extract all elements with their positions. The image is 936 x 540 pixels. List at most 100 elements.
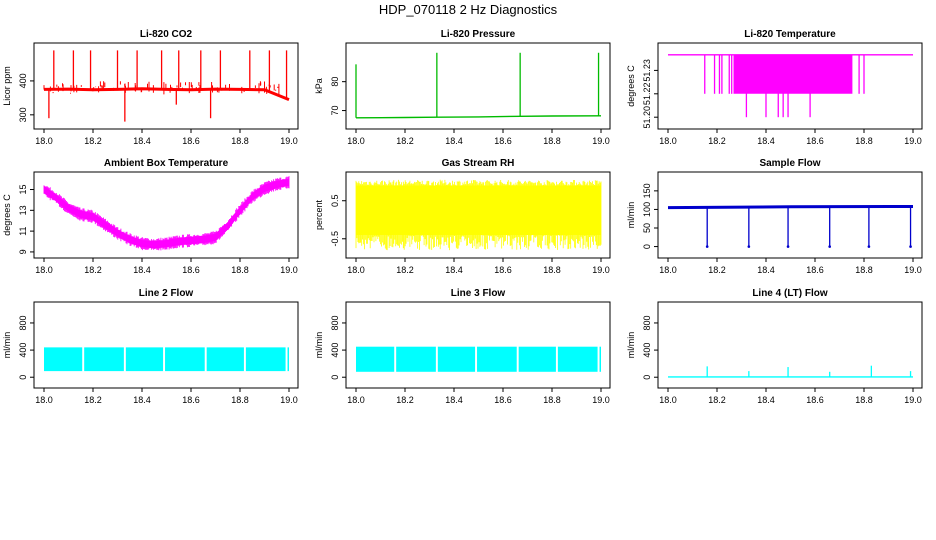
panel-line2_flow: Line 2 Flow ml/min 18.0 18.2 18.4 18.6 18.8 19.…	[2, 288, 299, 405]
x-tick-label: 18.2	[84, 265, 102, 275]
x-tick-label: 18.6	[182, 265, 200, 275]
y-axis-label: ml/min	[626, 332, 636, 359]
x-tick-label: 18.8	[855, 395, 873, 405]
x-tick-label: 18.4	[757, 395, 775, 405]
y-tick-label: 400	[330, 343, 340, 358]
x-tick-label: 18.0	[659, 265, 677, 275]
data-point	[747, 245, 751, 248]
x-tick-label: 19.0	[280, 265, 298, 275]
series-ambient_temp	[43, 176, 290, 251]
plot-frame	[33, 301, 299, 389]
data-noise	[43, 81, 280, 95]
data-band	[287, 347, 289, 372]
panel-pressure: Li-820 Pressure kPa 18.0 18.2 18.4 18.6 18.8 19…	[314, 29, 611, 146]
y-axis-label: Licor ppm	[2, 66, 12, 106]
data-line	[667, 205, 914, 210]
series-licor_temp	[668, 54, 913, 118]
x-tick-label: 18.4	[445, 395, 463, 405]
data-band	[84, 347, 124, 372]
panel-ambient_temp: Ambient Box Temperature degrees C 18.0 18.2…	[2, 158, 299, 275]
series-line4_flow	[668, 365, 913, 378]
panel-title: Li-820 Temperature	[744, 29, 836, 40]
x-tick-label: 18.0	[347, 136, 365, 146]
y-tick-label: 80	[330, 77, 340, 87]
panel-sample_flow: Sample Flow ml/min 18.0 18.2 18.4 18.6 18.8 19.…	[626, 158, 923, 275]
x-tick-label: 18.0	[347, 265, 365, 275]
x-tick-label: 18.8	[231, 395, 249, 405]
series-sample_flow	[667, 205, 914, 248]
x-tick-label: 18.2	[396, 136, 414, 146]
data-band	[245, 347, 286, 372]
plot-frame	[33, 171, 299, 259]
data-band	[44, 347, 83, 372]
plot-frame	[345, 42, 611, 130]
y-axis-label: ml/min	[626, 202, 636, 229]
x-tick-label: 18.4	[445, 265, 463, 275]
y-axis-label: degrees C	[2, 194, 12, 236]
data-band	[165, 347, 205, 372]
x-tick-label: 18.6	[182, 136, 200, 146]
x-tick-label: 18.0	[659, 136, 677, 146]
data-noise	[355, 179, 602, 251]
x-tick-label: 19.0	[280, 395, 298, 405]
panel-line3_flow: Line 3 Flow ml/min 18.0 18.2 18.4 18.6 18.8 19.…	[314, 288, 611, 405]
plot-frame	[33, 42, 299, 130]
y-tick-label: 51.23	[642, 59, 652, 82]
panel-title: Li-820 CO2	[140, 29, 193, 40]
x-tick-label: 18.6	[806, 395, 824, 405]
data-band	[518, 346, 556, 372]
x-tick-label: 19.0	[904, 136, 922, 146]
y-axis-label: kPa	[314, 78, 324, 94]
x-tick-label: 19.0	[904, 265, 922, 275]
x-tick-label: 18.4	[757, 265, 775, 275]
x-tick-label: 18.6	[494, 395, 512, 405]
y-tick-label: 9	[18, 249, 28, 254]
y-tick-label: 51.22	[642, 83, 652, 106]
series-line2_flow	[44, 347, 289, 372]
x-tick-label: 18.8	[231, 136, 249, 146]
data-point	[867, 245, 871, 248]
y-tick-label: 0.5	[330, 194, 340, 207]
x-tick-label: 18.4	[757, 136, 775, 146]
x-tick-label: 18.6	[182, 395, 200, 405]
x-tick-label: 18.0	[35, 136, 53, 146]
x-tick-label: 18.2	[84, 395, 102, 405]
y-tick-label: 11	[18, 226, 28, 235]
x-tick-label: 18.6	[806, 265, 824, 275]
x-tick-label: 18.8	[231, 265, 249, 275]
x-tick-label: 18.6	[806, 136, 824, 146]
x-tick-label: 18.4	[133, 265, 151, 275]
y-tick-label: 400	[642, 343, 652, 358]
y-tick-label: 0	[642, 244, 652, 249]
panel-gas_rh: Gas Stream RH percent 18.0 18.2 18.4 18.6 18.8…	[314, 158, 611, 275]
y-tick-label: 400	[18, 73, 28, 88]
x-tick-label: 18.8	[855, 136, 873, 146]
x-tick-label: 19.0	[904, 395, 922, 405]
plot-frame	[657, 171, 923, 259]
y-tick-label: 100	[642, 202, 652, 217]
y-tick-label: 0	[642, 375, 652, 380]
figure-title: HDP_070118 2 Hz Diagnostics	[379, 2, 558, 17]
x-tick-label: 18.0	[659, 395, 677, 405]
y-tick-label: 400	[18, 343, 28, 358]
x-tick-label: 18.4	[133, 136, 151, 146]
data-band	[356, 346, 395, 372]
x-tick-label: 18.4	[133, 395, 151, 405]
y-tick-label: -0.5	[330, 231, 340, 247]
panel-title: Gas Stream RH	[442, 158, 515, 169]
panel-licor_temp: Li-820 Temperature degrees C 18.0 18.2 18.4 1…	[626, 29, 923, 146]
x-tick-label: 18.2	[396, 265, 414, 275]
y-tick-label: 70	[330, 106, 340, 116]
series-pressure	[355, 52, 602, 119]
x-tick-label: 19.0	[592, 136, 610, 146]
y-tick-label: 51.20	[642, 106, 652, 129]
panel-co2: Li-820 CO2 Licor ppm 18.0 18.2 18.4 18.6 18.8 1…	[2, 29, 299, 146]
data-point	[909, 245, 912, 248]
y-tick-label: 800	[642, 315, 652, 330]
series-gas_rh	[355, 179, 602, 251]
x-tick-label: 18.8	[855, 265, 873, 275]
y-tick-label: 15	[18, 185, 28, 195]
x-tick-label: 18.8	[543, 136, 561, 146]
data-point	[705, 245, 709, 248]
